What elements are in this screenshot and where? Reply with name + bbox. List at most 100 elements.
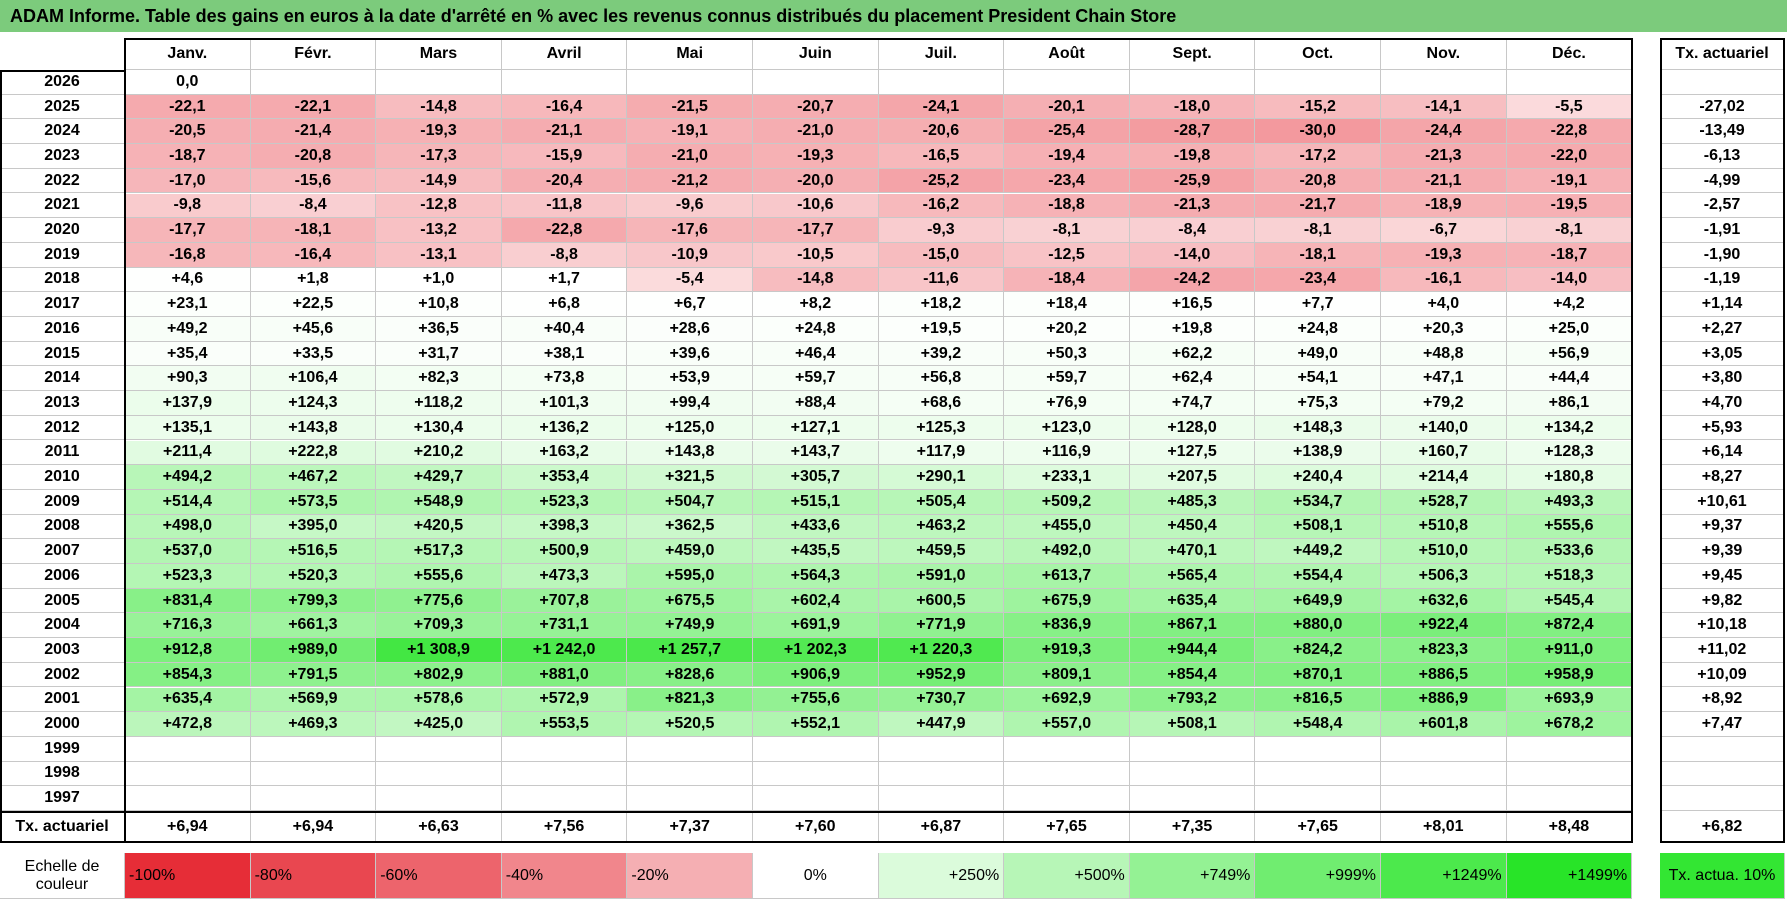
value-cell: +56,8 — [878, 366, 1005, 392]
value-cell: +24,8 — [1255, 317, 1381, 342]
value-cell: +944,4 — [1129, 638, 1256, 663]
value-cell: +601,8 — [1381, 712, 1507, 737]
row-year: 1997 — [0, 786, 125, 811]
value-cell — [753, 761, 879, 787]
value-cell: +160,7 — [1381, 440, 1507, 466]
value-cell: +53,9 — [627, 366, 753, 392]
value-cell: +922,4 — [1381, 613, 1507, 639]
value-cell: +506,3 — [1381, 564, 1507, 589]
value-cell: +691,9 — [753, 613, 879, 639]
value-cell: +578,6 — [376, 687, 502, 713]
value-cell: +523,3 — [501, 489, 628, 515]
value-cell: +125,0 — [627, 415, 753, 441]
value-cell: +459,0 — [627, 539, 753, 564]
value-cell: +467,2 — [250, 465, 377, 490]
rate-cell: +4,70 — [1660, 391, 1785, 416]
value-cell: +1 257,7 — [627, 638, 753, 663]
value-cell: +305,7 — [753, 465, 879, 490]
value-cell: +569,9 — [250, 687, 377, 713]
value-cell: -15,9 — [501, 144, 628, 169]
value-cell: +62,4 — [1129, 366, 1256, 392]
value-cell: +59,7 — [753, 366, 879, 392]
value-cell: +222,8 — [250, 440, 377, 466]
footer-cell: +7,65 — [1004, 811, 1130, 843]
value-cell: +520,5 — [627, 712, 753, 737]
value-cell: -20,5 — [125, 119, 251, 145]
value-cell — [1004, 736, 1130, 762]
value-cell: -18,1 — [250, 218, 377, 243]
value-cell: +143,7 — [753, 440, 879, 466]
value-cell: +510,8 — [1381, 514, 1507, 540]
value-cell: +124,3 — [250, 391, 377, 416]
value-cell: +19,8 — [1129, 317, 1256, 342]
value-cell: -8,1 — [1255, 218, 1381, 243]
column-header: Janv. — [125, 38, 251, 70]
value-cell: -23,4 — [1004, 168, 1130, 194]
rate-cell: -1,19 — [1660, 267, 1785, 293]
value-cell: +520,3 — [250, 564, 377, 589]
row-year: 2017 — [0, 292, 125, 317]
row-year: 2014 — [0, 366, 125, 392]
value-cell: -17,0 — [125, 168, 251, 194]
footer-cell: +6,94 — [250, 811, 377, 843]
value-cell: +537,0 — [125, 539, 251, 564]
row-year: 2021 — [0, 193, 125, 219]
rate-cell: -27,02 — [1660, 94, 1785, 120]
column-header: Juin — [753, 38, 879, 70]
value-cell: -21,3 — [1381, 144, 1507, 169]
title: ADAM Informe. Table des gains en euros à… — [0, 0, 1787, 34]
value-cell: +101,3 — [501, 391, 628, 416]
value-cell: +22,5 — [250, 292, 377, 317]
value-cell: +836,9 — [1004, 613, 1130, 639]
value-cell: -21,5 — [627, 94, 753, 120]
row-year: 2010 — [0, 465, 125, 490]
value-cell: +749,9 — [627, 613, 753, 639]
value-cell: +19,5 — [878, 317, 1005, 342]
scale-rate: Tx. actua. 10% — [1660, 853, 1785, 899]
value-cell — [250, 761, 377, 787]
scale-cell: +250% — [878, 853, 1005, 899]
value-cell: -16,8 — [125, 242, 251, 268]
value-cell: -24,4 — [1381, 119, 1507, 145]
value-cell: -19,1 — [1506, 168, 1633, 194]
row-year: 2001 — [0, 687, 125, 713]
value-cell: +455,0 — [1004, 514, 1130, 540]
value-cell: +595,0 — [627, 564, 753, 589]
value-cell: +565,4 — [1129, 564, 1256, 589]
value-cell: +435,5 — [753, 539, 879, 564]
value-cell — [878, 786, 1005, 811]
value-cell — [753, 70, 879, 95]
rate-cell — [1660, 736, 1785, 762]
value-cell — [1129, 70, 1256, 95]
value-cell: -25,4 — [1004, 119, 1130, 145]
value-cell: +709,3 — [376, 613, 502, 639]
value-cell: +125,3 — [878, 415, 1005, 441]
row-year: 2012 — [0, 415, 125, 441]
rate-cell — [1660, 70, 1785, 95]
value-cell: -23,4 — [1255, 267, 1381, 293]
value-cell: +128,3 — [1506, 440, 1633, 466]
value-cell: +823,3 — [1381, 638, 1507, 663]
value-cell: -18,1 — [1255, 242, 1381, 268]
value-cell: -9,8 — [125, 193, 251, 219]
value-cell: -17,6 — [627, 218, 753, 243]
value-cell: +35,4 — [125, 341, 251, 367]
value-cell: +210,2 — [376, 440, 502, 466]
value-cell: +1,8 — [250, 267, 377, 293]
value-cell: -24,1 — [878, 94, 1005, 120]
value-cell: +1,0 — [376, 267, 502, 293]
value-cell: -17,7 — [753, 218, 879, 243]
value-cell: +880,0 — [1255, 613, 1381, 639]
value-cell — [501, 736, 628, 762]
column-header: Févr. — [250, 38, 377, 70]
value-cell: -21,4 — [250, 119, 377, 145]
scale-cell: +1499% — [1506, 853, 1633, 899]
value-cell: +1,7 — [501, 267, 628, 293]
value-cell: +693,9 — [1506, 687, 1633, 713]
value-cell: +514,4 — [125, 489, 251, 515]
value-cell: +517,3 — [376, 539, 502, 564]
value-cell: +809,1 — [1004, 662, 1130, 688]
value-cell: -9,6 — [627, 193, 753, 219]
column-header: Sept. — [1129, 38, 1256, 70]
value-cell: +564,3 — [753, 564, 879, 589]
